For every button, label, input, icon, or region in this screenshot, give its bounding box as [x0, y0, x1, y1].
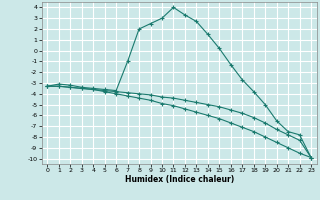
X-axis label: Humidex (Indice chaleur): Humidex (Indice chaleur) [124, 175, 234, 184]
